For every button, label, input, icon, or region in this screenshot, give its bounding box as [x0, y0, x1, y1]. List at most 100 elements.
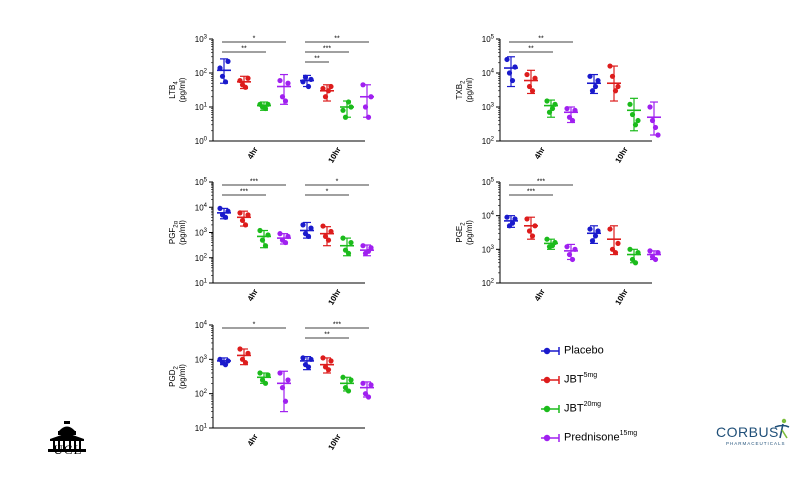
data-point-placebo — [300, 355, 306, 361]
data-point-jbt5 — [526, 83, 533, 90]
data-point-jbt20 — [257, 370, 263, 376]
data-point-prednisone — [572, 107, 578, 113]
data-point-jbt5 — [322, 94, 329, 100]
y-axis-title: PGF2α — [168, 220, 180, 244]
data-point-jbt5 — [242, 222, 249, 228]
y-tick-label: 103 — [195, 355, 208, 365]
y-tick-label: 105 — [482, 35, 495, 45]
data-point-jbt5 — [529, 88, 536, 94]
data-point-prednisone — [362, 104, 369, 110]
data-point-jbt5 — [320, 223, 326, 229]
data-point-jbt5 — [615, 240, 621, 247]
data-point-prednisone — [277, 231, 283, 237]
significance-label: ** — [538, 36, 544, 43]
data-point-jbt5 — [237, 210, 243, 216]
data-point-jbt20 — [345, 99, 352, 105]
data-point-jbt20 — [340, 107, 346, 113]
significance-label: ** — [334, 36, 340, 43]
significance-label: *** — [323, 46, 331, 53]
y-tick-label: 105 — [195, 178, 208, 188]
significance-label: * — [253, 322, 256, 329]
data-point-jbt5 — [237, 346, 243, 352]
legend-swatch-prednisone — [541, 434, 560, 442]
x-tick-label: 4hr — [246, 288, 260, 303]
data-point-prednisone — [360, 380, 366, 386]
data-point-prednisone — [647, 104, 653, 110]
chart-panel-1: 102 103 104 105 TXB2(pg/ml) 4hr 10hr ** ** — [455, 35, 661, 165]
data-point-jbt20 — [257, 227, 263, 234]
data-point-jbt5 — [245, 350, 251, 356]
x-tick-label: 4hr — [533, 146, 547, 161]
data-point-placebo — [512, 64, 518, 70]
significance-label: * — [336, 179, 339, 186]
data-point-jbt5 — [532, 223, 538, 229]
data-point-placebo — [222, 79, 229, 85]
data-point-prednisone — [360, 82, 366, 88]
data-point-prednisone — [649, 117, 656, 124]
significance-label: * — [253, 36, 256, 43]
corbus-figure-icon — [774, 418, 790, 439]
data-point-prednisone — [647, 248, 653, 254]
legend-label-jbt20: JBT20mg — [564, 401, 602, 415]
data-point-prednisone — [282, 98, 289, 104]
data-point-jbt20 — [632, 260, 639, 266]
data-point-jbt20 — [259, 377, 266, 383]
y-tick-label: 101 — [195, 424, 208, 434]
legend-swatch-jbt5 — [541, 376, 560, 384]
data-point-placebo — [587, 226, 593, 232]
y-axis-unit: (pg/ml) — [178, 77, 187, 102]
data-point-jbt20 — [546, 109, 553, 115]
data-point-placebo — [308, 356, 314, 362]
data-point-prednisone — [652, 256, 659, 263]
data-point-placebo — [592, 83, 599, 90]
data-point-jbt20 — [265, 372, 271, 378]
data-point-jbt20 — [340, 374, 346, 380]
data-point-jbt20 — [348, 377, 354, 383]
x-tick-label: 10hr — [326, 433, 342, 452]
data-point-placebo — [225, 358, 231, 364]
significance-label: *** — [527, 189, 535, 196]
data-point-jbt5 — [320, 355, 326, 361]
y-tick-label: 100 — [195, 137, 208, 147]
y-tick-label: 104 — [195, 321, 208, 331]
data-point-jbt20 — [627, 246, 633, 252]
data-point-jbt5 — [607, 226, 613, 232]
data-point-prednisone — [277, 370, 283, 376]
data-point-jbt5 — [245, 212, 251, 218]
data-point-jbt5 — [242, 360, 249, 366]
data-point-placebo — [222, 362, 229, 368]
data-point-jbt20 — [345, 388, 352, 394]
data-point-prednisone — [572, 246, 578, 252]
data-point-prednisone — [362, 391, 369, 397]
data-point-jbt5 — [612, 249, 619, 256]
data-point-prednisone — [277, 77, 283, 84]
significance-label: *** — [240, 189, 248, 196]
data-point-prednisone — [282, 398, 289, 404]
data-point-jbt20 — [627, 101, 633, 107]
data-point-jbt5 — [325, 237, 332, 243]
x-tick-label: 10hr — [326, 146, 342, 165]
data-point-prednisone — [360, 243, 366, 249]
data-point-prednisone — [285, 233, 291, 240]
y-tick-label: 103 — [195, 228, 208, 238]
significance-label: ** — [528, 46, 534, 53]
data-point-placebo — [587, 73, 593, 79]
data-point-placebo — [509, 220, 516, 226]
y-tick-label: 101 — [195, 279, 208, 289]
data-point-jbt20 — [262, 105, 269, 112]
ucl-portico-logo-icon — [48, 421, 86, 452]
data-point-placebo — [589, 88, 596, 94]
data-point-jbt20 — [262, 380, 269, 386]
y-axis-unit: (pg/ml) — [178, 220, 187, 245]
data-point-jbt20 — [635, 249, 641, 256]
data-point-placebo — [300, 79, 306, 85]
y-axis-title: PGE2 — [455, 222, 467, 243]
data-point-placebo — [308, 225, 314, 231]
data-point-prednisone — [279, 385, 286, 391]
x-tick-label: 4hr — [246, 146, 260, 161]
data-point-placebo — [308, 76, 314, 82]
data-point-jbt5 — [328, 83, 334, 90]
data-point-jbt5 — [239, 217, 246, 224]
